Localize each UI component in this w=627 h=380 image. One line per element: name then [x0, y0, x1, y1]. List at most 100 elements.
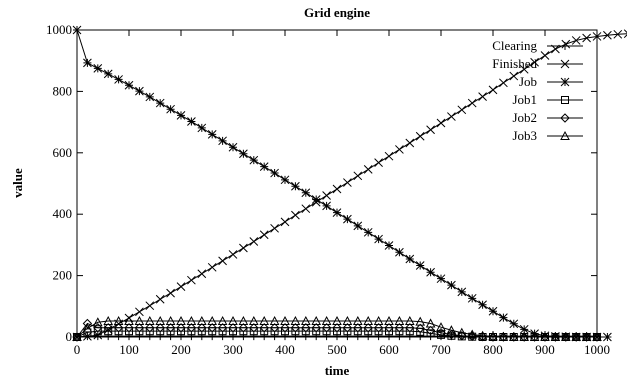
data-point	[145, 332, 154, 341]
data-point	[269, 323, 280, 333]
legend-marker	[561, 42, 569, 50]
data-point	[249, 323, 259, 333]
data-point	[457, 105, 467, 115]
data-point	[135, 307, 144, 317]
legend-label: Job3	[512, 128, 537, 143]
data-point	[332, 315, 342, 326]
data-point	[499, 78, 508, 88]
data-point	[301, 188, 311, 198]
data-point	[415, 131, 425, 141]
data-point	[311, 315, 322, 326]
data-point	[384, 241, 394, 250]
y-tick-label: 200	[53, 268, 73, 283]
data-point	[269, 315, 280, 326]
data-point	[197, 332, 206, 341]
data-point	[592, 32, 602, 41]
data-point	[207, 315, 218, 326]
data-point	[196, 315, 207, 326]
legend-marker	[560, 113, 570, 123]
data-point	[207, 262, 217, 272]
data-point	[207, 130, 217, 139]
data-point	[560, 331, 571, 341]
data-point	[405, 332, 414, 341]
legend-label: Job1	[512, 92, 537, 107]
data-point	[270, 223, 279, 233]
data-point	[394, 315, 405, 326]
data-point	[343, 178, 352, 187]
data-point	[353, 221, 363, 231]
data-point	[343, 214, 352, 224]
data-point	[228, 315, 238, 326]
data-point	[415, 323, 425, 334]
x-tick-label: 0	[74, 342, 81, 357]
data-point	[456, 327, 467, 337]
data-point	[300, 315, 311, 326]
data-point	[519, 324, 529, 334]
data-point	[509, 319, 519, 329]
data-point	[238, 323, 249, 333]
data-point	[197, 269, 207, 279]
series-line	[76, 320, 597, 338]
data-point	[426, 125, 435, 135]
data-point	[322, 191, 331, 200]
data-point	[291, 332, 300, 341]
data-point	[114, 75, 123, 84]
data-point	[301, 323, 311, 333]
data-point	[239, 243, 248, 253]
legend-marker	[560, 77, 570, 87]
data-point	[134, 315, 145, 326]
data-point	[176, 315, 186, 326]
data-point	[311, 195, 321, 204]
x-tick-label: 400	[275, 342, 295, 357]
data-point	[218, 136, 227, 146]
data-point	[217, 323, 228, 333]
data-point	[290, 323, 301, 333]
series-line	[76, 29, 608, 338]
data-point	[322, 201, 331, 211]
y-tick-label: 0	[66, 329, 73, 344]
data-point	[478, 92, 487, 101]
data-point	[394, 323, 405, 333]
data-point	[447, 280, 456, 290]
data-point	[426, 329, 435, 338]
data-point	[165, 315, 176, 326]
data-point	[166, 288, 175, 298]
data-point	[353, 323, 363, 333]
data-point	[280, 323, 290, 333]
data-point	[321, 323, 332, 333]
y-tick-label: 800	[53, 83, 73, 98]
x-tick-label: 600	[379, 342, 399, 357]
data-point	[134, 323, 145, 333]
data-point	[166, 332, 175, 341]
series-job3	[72, 315, 602, 341]
data-point	[290, 315, 301, 326]
data-point	[93, 323, 103, 333]
data-point	[529, 331, 540, 341]
data-point	[477, 330, 488, 340]
x-tick-label: 300	[223, 342, 243, 357]
data-point	[280, 217, 290, 227]
data-point	[509, 71, 519, 81]
data-point	[603, 30, 612, 40]
data-point	[248, 315, 259, 326]
data-point	[301, 332, 310, 341]
data-point	[113, 323, 124, 333]
data-point	[239, 149, 248, 159]
data-point	[332, 184, 342, 194]
data-point	[124, 80, 134, 90]
data-point	[166, 104, 175, 114]
data-point	[530, 57, 539, 67]
data-point	[229, 332, 237, 341]
data-point	[156, 332, 165, 341]
data-point	[332, 323, 342, 333]
y-tick-label: 600	[53, 145, 73, 160]
data-point	[82, 323, 93, 333]
data-point	[571, 331, 582, 341]
x-tick-label: 100	[119, 342, 139, 357]
legend-marker	[560, 130, 570, 140]
data-point	[113, 315, 124, 326]
data-point	[228, 142, 238, 152]
data-point	[145, 92, 155, 102]
data-point	[93, 64, 103, 73]
data-point	[592, 331, 602, 341]
